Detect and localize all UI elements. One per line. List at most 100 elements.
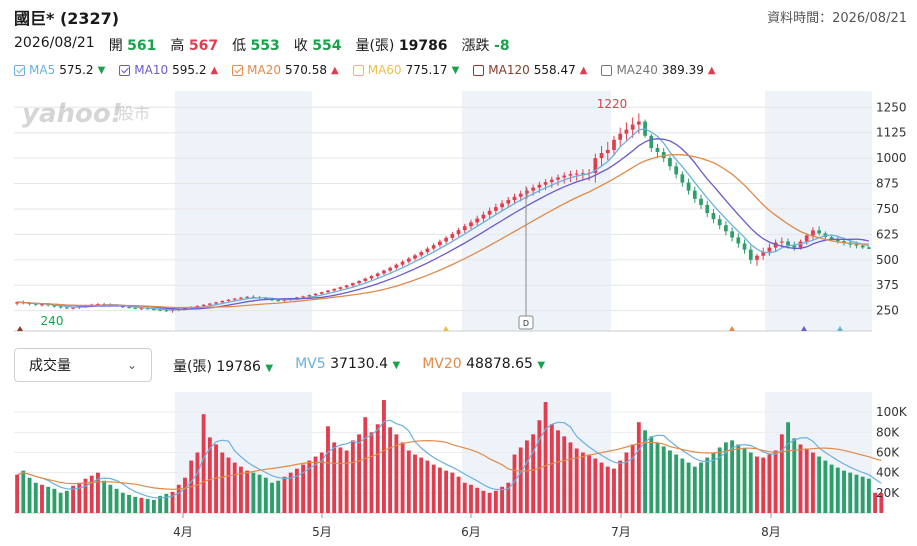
trend-down-icon: ▼ (451, 64, 460, 76)
candle-body (493, 207, 498, 211)
candle-body (636, 121, 641, 125)
volume-bar (723, 442, 728, 513)
price-y-tick: 375 (876, 278, 899, 292)
ma20-checkbox-icon[interactable] (232, 64, 244, 76)
volume-bar (437, 467, 442, 513)
ma-toggle-ma10[interactable]: MA10 595.2 ▲ (119, 63, 218, 77)
candle-body (531, 187, 536, 191)
volume-bar (562, 436, 567, 513)
volume-bar (804, 448, 809, 513)
volume-bar (27, 477, 32, 513)
volume-bar (649, 436, 654, 513)
candle-body (730, 231, 734, 238)
max-annotation: 1220 (597, 97, 628, 111)
volume-bar (475, 487, 480, 513)
volume-bar (761, 457, 766, 513)
ma-toggle-ma20[interactable]: MA20 570.58 ▲ (232, 63, 339, 77)
price-y-tick: 250 (876, 304, 899, 318)
volume-bar (158, 495, 163, 513)
volume-bar (52, 488, 57, 513)
volume-bar (481, 490, 486, 513)
volume-bar (661, 446, 666, 513)
trend-down-icon: ▼ (392, 360, 401, 371)
candle-body (214, 302, 218, 304)
candle-body (52, 305, 57, 307)
ma240-checkbox-icon[interactable] (601, 64, 613, 76)
volume-bar (114, 488, 119, 513)
candlesticks (15, 113, 871, 313)
ma120-checkbox-icon[interactable] (473, 64, 485, 76)
price-y-tick: 1250 (876, 100, 907, 114)
candle-body (326, 290, 330, 293)
volume-y-ticks: 20K 40K 60K 80K 100K (876, 405, 908, 500)
indicator-select[interactable]: 成交量 ⌄ (14, 348, 152, 382)
volume-bar (705, 457, 710, 513)
candle-body (419, 252, 424, 256)
volume-bar (786, 422, 790, 513)
candle-body (15, 302, 19, 304)
candle-body (394, 264, 399, 268)
candle-body (748, 249, 753, 260)
dividend-marker[interactable]: D (518, 186, 534, 330)
candle-body (512, 196, 517, 201)
ma-toggle-ma60[interactable]: MA60 775.17 ▼ (352, 63, 460, 77)
volume-y-tick: 60K (876, 446, 900, 460)
candle-body (120, 306, 125, 308)
volume-bar (624, 452, 629, 513)
ma10-line (17, 138, 870, 310)
candle-body (761, 251, 766, 256)
candle-body (736, 237, 741, 244)
volume-bar (294, 468, 299, 513)
volume-bar (512, 454, 517, 513)
candle-body (618, 133, 623, 140)
ma-toggle-ma120[interactable]: MA120 558.47 ▲ (473, 63, 587, 77)
candle-body (804, 235, 809, 242)
ma240-label: MA240 (616, 63, 658, 77)
volume-bar (636, 422, 641, 513)
volume-bar (77, 482, 82, 513)
ma5-checkbox-icon[interactable] (14, 64, 25, 76)
month-tick-label: 6月 (461, 525, 481, 539)
candle-body (406, 258, 411, 262)
candle-body (344, 285, 349, 288)
ma10-checkbox-icon[interactable] (119, 64, 131, 76)
quote-close: 收 554 (293, 38, 342, 54)
ma60-checkbox-icon[interactable] (352, 64, 364, 76)
ma-toggle-ma240[interactable]: MA240 389.39 ▲ (601, 63, 716, 77)
candle-body (444, 237, 448, 242)
indicator-select-value: 成交量 (29, 358, 71, 374)
volume-bar (773, 450, 778, 513)
candle-body (133, 307, 138, 309)
price-y-tick: 1000 (876, 151, 907, 165)
price-y-ticks: 250 375 500 625 750 875 1000 1125 1250 (876, 100, 907, 317)
candle-body (724, 225, 728, 232)
trend-down-icon: ▼ (97, 64, 106, 76)
volume-bar (848, 472, 853, 513)
candle-body (276, 300, 281, 302)
ma120-label: MA120 (488, 63, 530, 77)
yahoo-watermark: yahoo! 股市 (22, 99, 150, 129)
volume-bar (748, 452, 753, 513)
price-chart[interactable]: yahoo! 股市 250 375 500 625 750 875 1000 1125 1250… (0, 86, 917, 341)
volume-bar (680, 458, 685, 513)
volume-bar (120, 492, 125, 513)
candle-body (525, 190, 529, 194)
volume-bar (394, 434, 399, 513)
candle-body (388, 267, 393, 271)
volume-bar (33, 482, 38, 513)
volume-bar (326, 426, 330, 513)
volume-bar (630, 444, 635, 513)
volume-bar (842, 470, 846, 513)
price-gridlines (14, 106, 872, 332)
ma-toggle-ma5[interactable]: MA5 575.2 ▼ (14, 63, 105, 77)
volume-y-tick: 100K (876, 405, 908, 419)
mv5-line (16, 419, 882, 499)
candle-body (798, 241, 803, 248)
volume-bar (599, 462, 604, 513)
mv20-line (16, 439, 882, 490)
candle-body (717, 219, 722, 226)
max-price-label: 1220 (597, 97, 628, 111)
candle-body (556, 177, 560, 180)
candle-body (270, 299, 274, 301)
volume-chart[interactable]: 20K 40K 60K 80K 100K 4月 5月 6月 7月 8月 (0, 390, 917, 540)
